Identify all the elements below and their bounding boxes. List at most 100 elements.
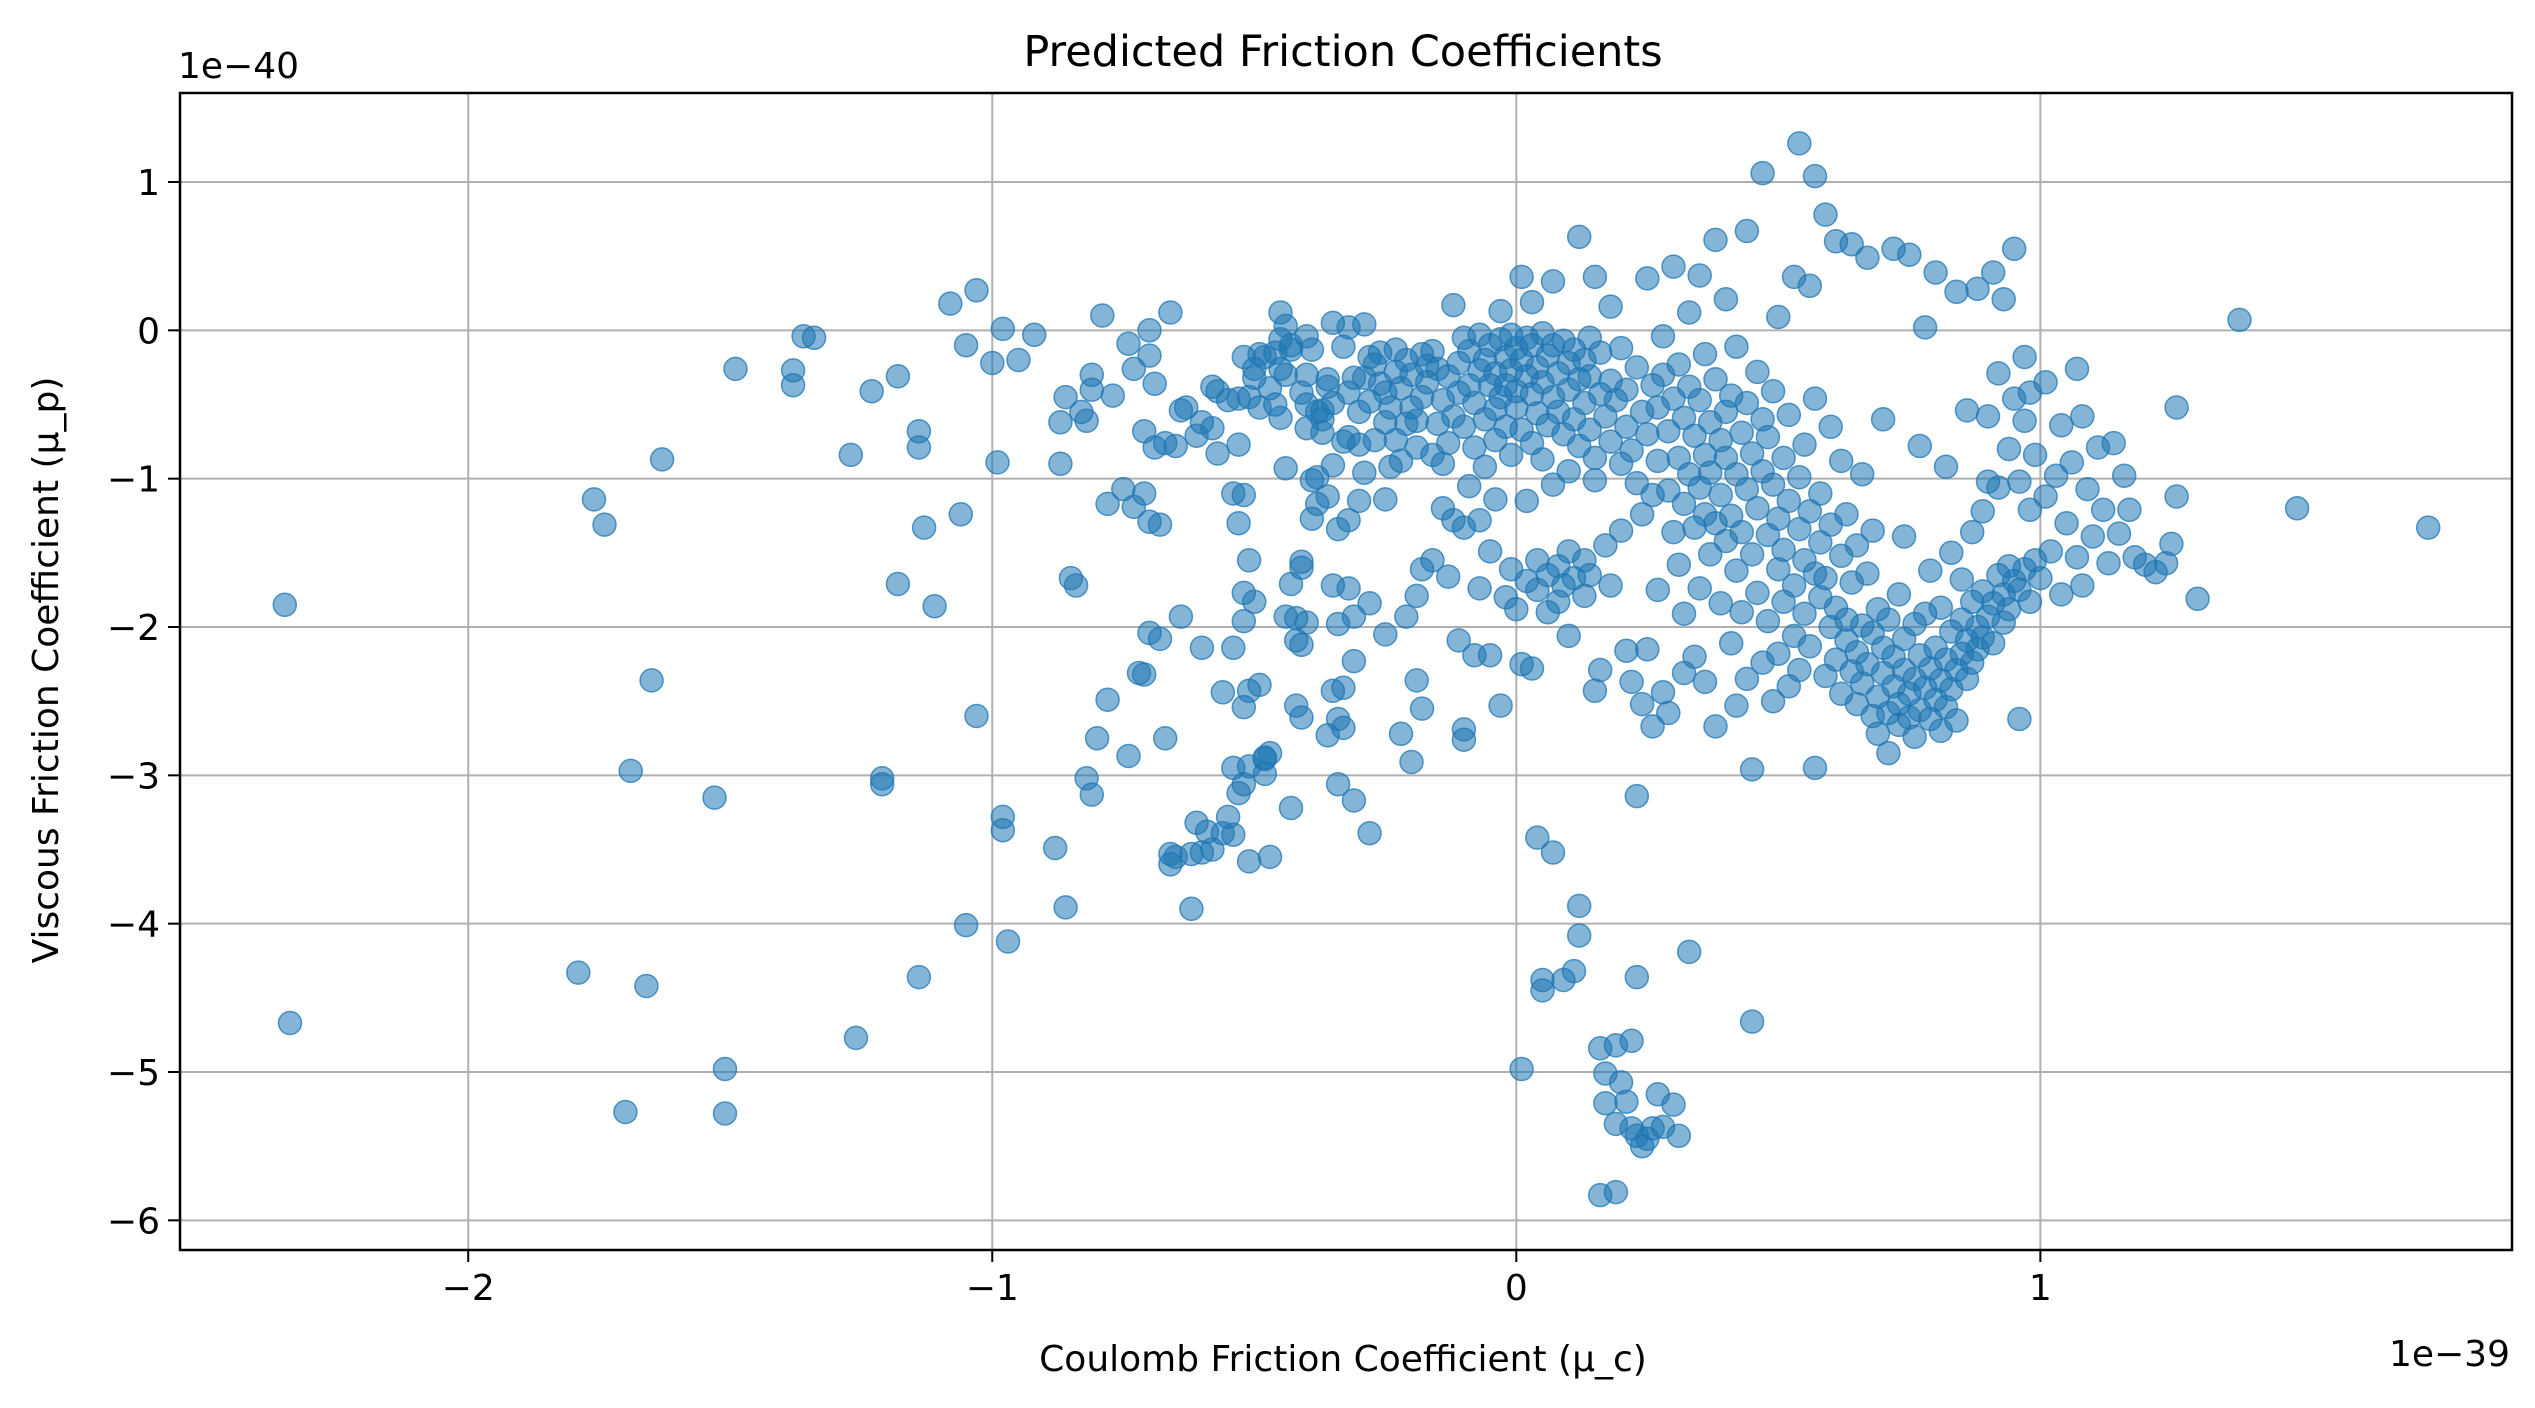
- data-point: [1771, 537, 1796, 563]
- data-point: [1137, 343, 1162, 368]
- y-tick-label: −1: [107, 460, 160, 501]
- data-point: [1697, 460, 1723, 485]
- data-point: [2080, 524, 2106, 549]
- data-point: [938, 291, 963, 316]
- data-point: [1509, 1056, 1534, 1082]
- data-point: [953, 912, 979, 938]
- data-point: [1975, 404, 2001, 429]
- data-point: [702, 785, 727, 810]
- data-point: [964, 278, 989, 303]
- data-point: [1325, 771, 1351, 797]
- data-point: [1514, 488, 1540, 514]
- data-point: [1645, 577, 1671, 603]
- data-point: [618, 758, 643, 784]
- data-point: [1577, 417, 1602, 442]
- data-point: [1933, 454, 1959, 480]
- data-point: [1582, 264, 1608, 290]
- data-point: [1373, 622, 1398, 647]
- data-point: [1488, 693, 1513, 718]
- data-point: [1357, 820, 1382, 846]
- data-point: [1053, 895, 1078, 920]
- data-point: [1137, 318, 1162, 343]
- data-point: [1986, 475, 2011, 500]
- data-point: [1131, 481, 1157, 506]
- data-point: [990, 316, 1016, 342]
- data-point: [1729, 519, 1754, 545]
- data-point: [1179, 896, 1204, 922]
- data-point: [1320, 453, 1346, 478]
- data-point: [1273, 362, 1298, 388]
- data-point: [1718, 631, 1744, 656]
- data-point: [1692, 341, 1718, 367]
- data-point: [1802, 755, 1828, 781]
- data-point: [1388, 448, 1414, 474]
- data-point: [1404, 668, 1429, 693]
- data-point: [2022, 442, 2048, 468]
- data-point: [2017, 589, 2043, 615]
- data-point: [1708, 591, 1733, 616]
- data-point: [1656, 418, 1681, 444]
- data-point: [1420, 548, 1445, 573]
- data-point: [1236, 548, 1262, 573]
- data-point: [1048, 451, 1073, 477]
- data-point: [1582, 678, 1608, 704]
- data-point: [964, 703, 989, 729]
- data-point: [1294, 610, 1319, 635]
- data-point: [1519, 289, 1545, 315]
- data-point: [1991, 286, 2016, 312]
- data-point: [906, 964, 932, 990]
- data-point: [1629, 691, 1655, 717]
- data-point: [1802, 163, 1828, 189]
- data-point: [1734, 390, 1760, 416]
- data-point: [1509, 264, 1534, 290]
- data-point: [1336, 576, 1361, 601]
- data-point: [1792, 601, 1817, 626]
- data-point: [1745, 580, 1770, 606]
- data-point: [1676, 939, 1702, 965]
- data-point: [1849, 461, 1875, 487]
- data-point: [1614, 638, 1639, 663]
- data-point: [2070, 404, 2095, 429]
- data-point: [1614, 1089, 1639, 1114]
- data-point: [1079, 377, 1105, 402]
- data-point: [1771, 445, 1796, 471]
- data-point: [1739, 542, 1765, 567]
- data-point: [1582, 445, 1608, 471]
- data-point: [1095, 491, 1120, 517]
- data-point: [2185, 586, 2210, 612]
- x-axis-label: Coulomb Friction Coefficient (μ_c): [1039, 1339, 1647, 1380]
- data-point: [1341, 604, 1367, 629]
- data-point: [1724, 693, 1749, 718]
- data-point: [1556, 623, 1581, 649]
- data-point: [1902, 724, 1927, 750]
- data-point: [1200, 415, 1225, 441]
- data-point: [1944, 279, 1969, 305]
- data-point: [1724, 334, 1749, 359]
- data-point: [1394, 604, 1419, 629]
- data-point: [1876, 740, 1901, 766]
- data-point: [1640, 714, 1665, 739]
- data-point: [2415, 515, 2441, 540]
- data-point: [1221, 822, 1246, 847]
- data-point: [1299, 337, 1325, 362]
- data-point: [1042, 835, 1068, 861]
- data-point: [2049, 413, 2074, 438]
- data-point: [1399, 749, 1424, 775]
- data-point: [1708, 482, 1733, 508]
- data-point: [1048, 410, 1073, 435]
- data-point: [1446, 628, 1471, 653]
- data-point: [1210, 680, 1236, 705]
- data-point: [639, 668, 664, 693]
- data-point: [1635, 266, 1660, 291]
- data-point: [1152, 726, 1178, 751]
- data-point: [1656, 700, 1681, 726]
- data-point: [885, 364, 911, 389]
- data-point: [1729, 420, 1754, 445]
- data-point: [1598, 294, 1623, 319]
- data-point: [2164, 484, 2189, 509]
- data-point: [1687, 263, 1712, 288]
- data-point: [1608, 335, 1634, 361]
- data-point: [2227, 307, 2252, 333]
- data-point: [1666, 1123, 1692, 1149]
